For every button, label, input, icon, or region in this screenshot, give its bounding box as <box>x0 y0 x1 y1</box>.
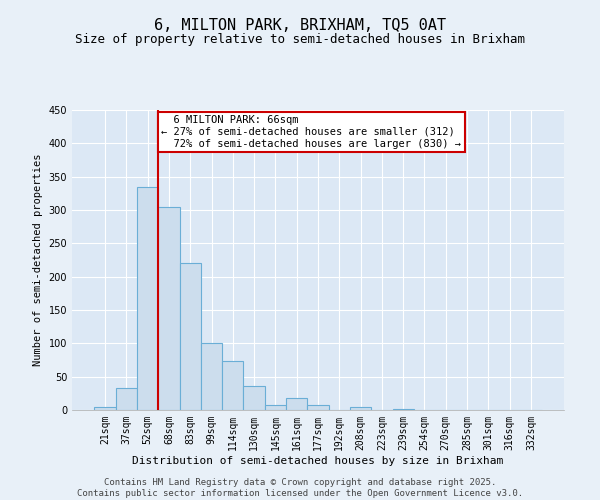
Text: 6, MILTON PARK, BRIXHAM, TQ5 0AT: 6, MILTON PARK, BRIXHAM, TQ5 0AT <box>154 18 446 32</box>
Bar <box>222 362 244 410</box>
Bar <box>116 388 137 410</box>
Bar <box>137 186 158 410</box>
Y-axis label: Number of semi-detached properties: Number of semi-detached properties <box>33 154 43 366</box>
Bar <box>350 406 371 410</box>
Bar <box>265 404 286 410</box>
Text: 6 MILTON PARK: 66sqm
← 27% of semi-detached houses are smaller (312)
  72% of se: 6 MILTON PARK: 66sqm ← 27% of semi-detac… <box>161 116 461 148</box>
X-axis label: Distribution of semi-detached houses by size in Brixham: Distribution of semi-detached houses by … <box>133 456 503 466</box>
Bar <box>158 206 179 410</box>
Bar <box>201 344 222 410</box>
Bar <box>307 404 329 410</box>
Text: Contains HM Land Registry data © Crown copyright and database right 2025.
Contai: Contains HM Land Registry data © Crown c… <box>77 478 523 498</box>
Bar <box>179 264 201 410</box>
Bar <box>286 398 307 410</box>
Bar <box>94 408 116 410</box>
Text: Size of property relative to semi-detached houses in Brixham: Size of property relative to semi-detach… <box>75 32 525 46</box>
Bar <box>244 386 265 410</box>
